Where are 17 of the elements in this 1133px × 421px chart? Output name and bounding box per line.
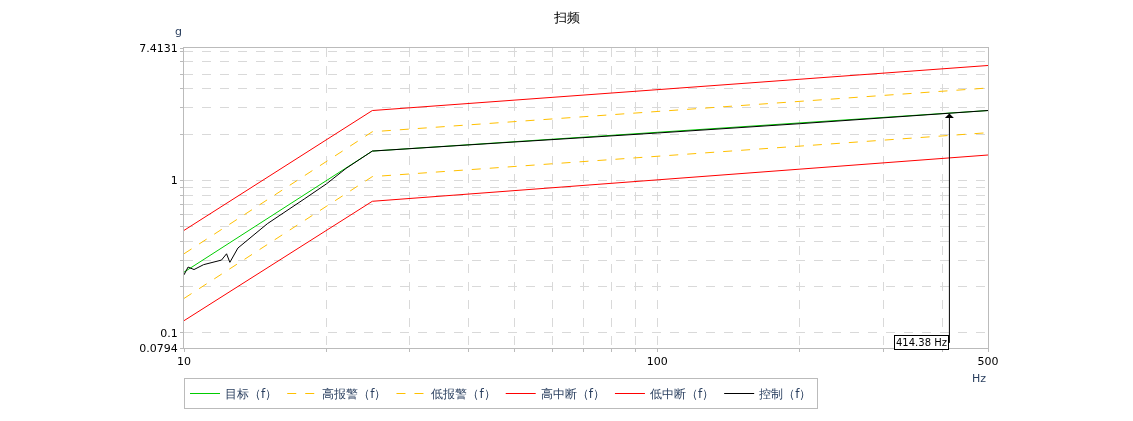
legend-label: 低中断（f） [649, 387, 715, 402]
legend-label: 目标（f） [225, 387, 278, 402]
legend-label: 高中断（f） [540, 387, 605, 402]
annotation: 414.38 Hz [896, 337, 947, 348]
x-tick-label: 100 [646, 355, 668, 369]
chart-title: 扫频 [552, 9, 580, 25]
y-tick-label: 0.1 [160, 326, 178, 340]
y-tick-label: 0.0794 [139, 341, 178, 355]
legend-label: 高报警（f） [322, 387, 387, 402]
legend-label: 低报警（f） [431, 387, 496, 402]
x-axis-title: Hz [972, 372, 987, 385]
x-tick-label: 500 [977, 355, 999, 369]
x-tick-label: 10 [177, 355, 191, 369]
y-tick-label: 7.4131 [139, 41, 178, 55]
y-axis-title: g [175, 25, 182, 38]
legend-label: 控制（f） [759, 387, 812, 402]
y-tick-label: 1 [170, 174, 178, 188]
